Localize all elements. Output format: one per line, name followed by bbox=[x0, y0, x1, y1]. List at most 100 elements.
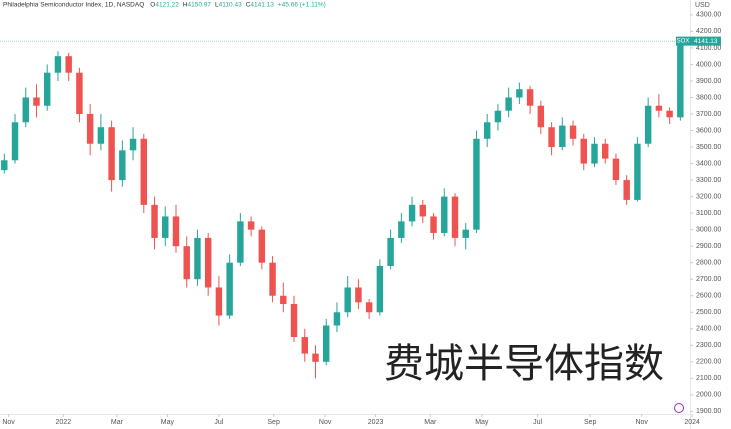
x-tick-label: Sep bbox=[584, 419, 597, 426]
candle-body bbox=[323, 325, 330, 362]
ohlc-value: 4121.22 bbox=[155, 2, 179, 9]
y-tick-label: 2300.00 bbox=[696, 342, 721, 349]
candle-body bbox=[22, 97, 29, 123]
x-tick-label: 2022 bbox=[56, 419, 72, 426]
candle-body bbox=[269, 262, 276, 296]
x-tick-label: 2023 bbox=[368, 419, 384, 426]
x-tick-label: Mar bbox=[111, 419, 124, 426]
candle-body bbox=[119, 150, 126, 181]
x-tick-label: May bbox=[475, 419, 489, 426]
candle-body bbox=[644, 105, 652, 144]
ohlc-label: H bbox=[183, 2, 188, 9]
ohlc-value: 4110.43 bbox=[219, 2, 242, 9]
candle-body bbox=[623, 180, 630, 200]
candle-body bbox=[516, 89, 523, 98]
y-tick-label: 3000.00 bbox=[696, 226, 721, 233]
candle-body bbox=[666, 110, 673, 118]
y-tick-label: 4100.00 bbox=[696, 45, 721, 52]
candle-body bbox=[612, 158, 620, 181]
candle-body bbox=[140, 138, 148, 205]
candle-body bbox=[408, 204, 416, 222]
y-tick-label: 2500.00 bbox=[696, 309, 721, 316]
ohlc-label: L bbox=[215, 2, 219, 9]
candle-body bbox=[634, 143, 641, 200]
x-tick-label: May bbox=[161, 419, 175, 426]
y-tick-label: 3800.00 bbox=[696, 94, 721, 101]
currency: USD bbox=[695, 2, 710, 9]
symbol-label: SOX bbox=[677, 39, 690, 45]
y-tick-label: 2700.00 bbox=[696, 276, 721, 283]
candle-body bbox=[290, 304, 298, 338]
candle-body bbox=[677, 41, 684, 118]
x-tick-label: Jul bbox=[533, 419, 542, 426]
x-tick-label: Nov bbox=[319, 419, 332, 426]
x-tick-label: Nov bbox=[635, 419, 648, 426]
ohlc-value: 4141.13 bbox=[250, 2, 274, 9]
candle-body bbox=[441, 196, 448, 233]
y-tick-label: 4000.00 bbox=[696, 61, 721, 68]
candle-body bbox=[194, 237, 201, 280]
candle-body bbox=[97, 127, 105, 144]
candle-body bbox=[162, 216, 169, 238]
candle-body bbox=[483, 122, 491, 139]
y-tick-label: 2400.00 bbox=[696, 326, 721, 333]
candle-body bbox=[365, 302, 373, 313]
candle-body bbox=[398, 221, 405, 238]
event-icon[interactable] bbox=[674, 403, 684, 413]
candle-body bbox=[54, 56, 62, 73]
y-tick-label: 2000.00 bbox=[696, 392, 721, 399]
candle-body bbox=[462, 229, 469, 238]
price-label: 4141.13 bbox=[694, 38, 718, 45]
y-tick-label: 3900.00 bbox=[696, 78, 721, 85]
x-tick-label: Jul bbox=[214, 419, 223, 426]
candle-body bbox=[526, 89, 534, 106]
candle-body bbox=[537, 105, 545, 128]
price-tag bbox=[690, 36, 721, 46]
ohlc-label: O bbox=[150, 2, 155, 9]
candle-body bbox=[548, 127, 555, 148]
candle-body bbox=[65, 56, 72, 73]
candle-body bbox=[86, 114, 94, 144]
candle-body bbox=[355, 287, 362, 303]
x-tick-label: Mar bbox=[424, 419, 437, 426]
watermark: 费城半导体指数 bbox=[384, 341, 664, 387]
change: +45.66 (+1.11%) bbox=[278, 2, 326, 9]
y-tick-label: 4300.00 bbox=[696, 12, 721, 19]
candle-body bbox=[559, 125, 566, 148]
candle-body bbox=[237, 221, 244, 263]
candle-body bbox=[430, 216, 437, 233]
candle-body bbox=[226, 262, 233, 316]
candle-body bbox=[387, 237, 394, 266]
candle-body bbox=[151, 204, 158, 238]
x-tick-label: Sep bbox=[267, 419, 280, 426]
y-tick-label: 3400.00 bbox=[696, 160, 721, 167]
candle-body bbox=[451, 196, 459, 238]
candle-body bbox=[1, 160, 8, 171]
y-tick-label: 3700.00 bbox=[696, 111, 721, 118]
y-tick-label: 3600.00 bbox=[696, 127, 721, 134]
y-tick-label: 1900.00 bbox=[696, 408, 721, 415]
header: Philadelphia Semiconductor Index, 1D, NA… bbox=[3, 2, 144, 9]
x-tick-label: Nov bbox=[2, 419, 15, 426]
candle-body bbox=[43, 72, 51, 106]
y-tick-label: 4200.00 bbox=[696, 28, 721, 35]
y-tick-label: 2200.00 bbox=[696, 359, 721, 366]
candle-body bbox=[204, 237, 212, 288]
candle-body bbox=[591, 143, 598, 164]
candle-body bbox=[280, 295, 287, 304]
candle-body bbox=[494, 110, 502, 123]
candle-body bbox=[215, 287, 223, 316]
x-tick-label: 2024 bbox=[684, 419, 700, 426]
candle-body bbox=[172, 216, 180, 247]
candle-body bbox=[602, 143, 609, 159]
y-tick-label: 3300.00 bbox=[696, 177, 721, 184]
y-tick-label: 2600.00 bbox=[696, 293, 721, 300]
y-tick-label: 2800.00 bbox=[696, 260, 721, 267]
candle-body bbox=[301, 337, 308, 354]
candle-body bbox=[129, 138, 137, 151]
y-tick-label: 3500.00 bbox=[696, 144, 721, 151]
candle-body bbox=[376, 266, 384, 313]
candle-body bbox=[33, 97, 40, 106]
y-tick-label: 2100.00 bbox=[696, 375, 721, 382]
